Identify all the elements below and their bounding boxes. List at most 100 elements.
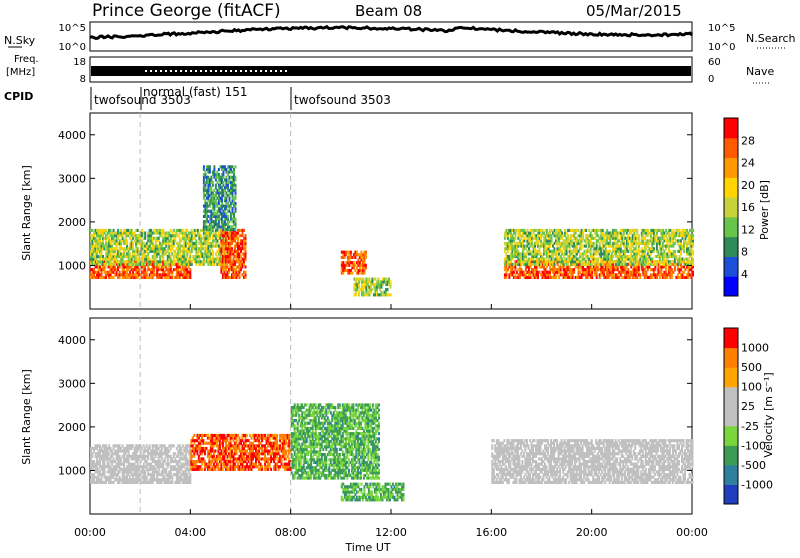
colorbar-swatch bbox=[724, 138, 738, 158]
colorbar-swatch bbox=[724, 237, 738, 257]
heatmap-cell bbox=[365, 251, 367, 254]
nave-tick-bottom: 0 bbox=[708, 74, 714, 85]
heatmap-cell bbox=[513, 263, 515, 266]
heatmap-cell bbox=[585, 229, 587, 232]
heatmap-cell bbox=[193, 452, 195, 455]
heatmap-cell bbox=[204, 184, 206, 187]
heatmap-cell bbox=[201, 468, 203, 471]
heatmap-cell bbox=[365, 256, 367, 259]
heatmap-cell bbox=[638, 234, 640, 237]
heatmap-cell bbox=[388, 278, 390, 281]
heatmap-cell bbox=[669, 260, 671, 263]
heatmap-cell bbox=[365, 264, 367, 267]
heatmap-cell bbox=[566, 247, 568, 250]
colorbar-tick-label: 8 bbox=[741, 246, 748, 259]
heatmap-cell bbox=[235, 202, 237, 205]
heatmap-cell bbox=[581, 247, 583, 250]
heatmap-cell bbox=[660, 268, 662, 271]
heatmap-cell bbox=[539, 247, 541, 250]
heatmap-cell bbox=[227, 184, 229, 187]
range-tick-label: 3000 bbox=[58, 172, 86, 185]
date-title: 05/Mar/2015 bbox=[586, 2, 682, 20]
heatmap-cell bbox=[243, 229, 245, 232]
heatmap-cell bbox=[195, 239, 197, 242]
heatmap-cell bbox=[153, 268, 155, 271]
heatmap-cell bbox=[674, 250, 676, 253]
heatmap-cell bbox=[193, 434, 195, 437]
heatmap-cell bbox=[215, 184, 217, 187]
range-tick-label: 4000 bbox=[58, 129, 86, 142]
freq-block-1 bbox=[91, 66, 141, 76]
beam-title: Beam 08 bbox=[355, 2, 422, 20]
heatmap-cell bbox=[368, 278, 370, 281]
heatmap-cell bbox=[378, 278, 380, 281]
heatmap-cell bbox=[540, 263, 542, 266]
heatmap-cell bbox=[149, 444, 151, 447]
heatmap-cell bbox=[209, 165, 211, 168]
heatmap-cell bbox=[560, 268, 562, 271]
nsearch-tick-top: 10^5 bbox=[708, 23, 735, 34]
heatmap-cell bbox=[213, 165, 215, 168]
colorbar-tick-label: 4 bbox=[741, 268, 748, 281]
colorbar-tick-label: 12 bbox=[741, 223, 755, 236]
heatmap-cell bbox=[665, 247, 667, 250]
heatmap-cell bbox=[185, 452, 187, 455]
nsky-tick-top: 10^5 bbox=[59, 23, 86, 34]
colorbar-swatch bbox=[724, 276, 738, 296]
heatmap-cell bbox=[653, 247, 655, 250]
heatmap-cell bbox=[235, 218, 237, 221]
heatmap-cell bbox=[227, 215, 229, 218]
heatmap-cell bbox=[189, 268, 191, 271]
station-title: Prince George (fitACF) bbox=[92, 1, 281, 21]
heatmap-cell bbox=[212, 184, 214, 187]
heatmap-cell bbox=[92, 452, 94, 455]
heatmap-cell bbox=[240, 268, 242, 271]
colorbar-swatch bbox=[724, 256, 738, 276]
nave-label: Nave bbox=[746, 65, 774, 78]
heatmap-cell bbox=[593, 242, 595, 245]
heatmap-cell bbox=[647, 268, 649, 271]
heatmap-cell bbox=[358, 280, 360, 283]
heatmap-cell bbox=[692, 229, 694, 232]
heatmap-cell bbox=[685, 268, 687, 271]
heatmap-cell bbox=[636, 229, 638, 232]
nsearch-label: N.Search bbox=[746, 32, 796, 45]
heatmap-cell bbox=[235, 184, 237, 187]
colorbar-swatch bbox=[724, 118, 738, 138]
power-colorbar-label: Power [dB] bbox=[758, 180, 771, 240]
heatmap-cell bbox=[683, 247, 685, 250]
colorbar-swatch bbox=[724, 158, 738, 178]
heatmap-cell bbox=[350, 251, 352, 254]
heatmap-cell bbox=[692, 250, 694, 253]
heatmap-cell bbox=[692, 258, 694, 261]
freq-block-3 bbox=[291, 66, 691, 76]
heatmap-cell bbox=[137, 229, 139, 232]
heatmap-cell bbox=[362, 278, 364, 281]
heatmap-cell bbox=[235, 223, 237, 226]
heatmap-cell bbox=[126, 239, 128, 242]
heatmap-cell bbox=[153, 473, 155, 476]
cpid-segment-3: twofsound 3503 bbox=[294, 93, 391, 107]
heatmap-cell bbox=[590, 247, 592, 250]
range-tick-label: 2000 bbox=[58, 216, 86, 229]
heatmap-cell bbox=[245, 247, 247, 250]
freq-tick-top: 18 bbox=[73, 57, 86, 68]
heatmap-cell bbox=[638, 268, 640, 271]
heatmap-cell bbox=[204, 452, 206, 455]
freq-label: Freq. bbox=[14, 54, 39, 65]
colorbar-swatch bbox=[724, 197, 738, 217]
heatmap-cell bbox=[351, 272, 353, 275]
colorbar-tick-label: 20 bbox=[741, 179, 755, 192]
heatmap-cell bbox=[235, 165, 237, 168]
colorbar-tick-label: 24 bbox=[741, 157, 755, 170]
nsearch-tick-bottom: 10^0 bbox=[708, 42, 735, 53]
range-tick-label: 1000 bbox=[58, 259, 86, 272]
colorbar-swatch bbox=[724, 177, 738, 197]
heatmap-cell bbox=[602, 229, 604, 232]
nsky-tick-bottom: 10^0 bbox=[59, 42, 86, 53]
heatmap-cell bbox=[390, 293, 392, 296]
colorbar-tick-label: 16 bbox=[741, 201, 755, 214]
power-colorbar bbox=[724, 118, 738, 297]
heatmap-cell bbox=[390, 280, 392, 283]
heatmap-cell bbox=[626, 263, 628, 266]
